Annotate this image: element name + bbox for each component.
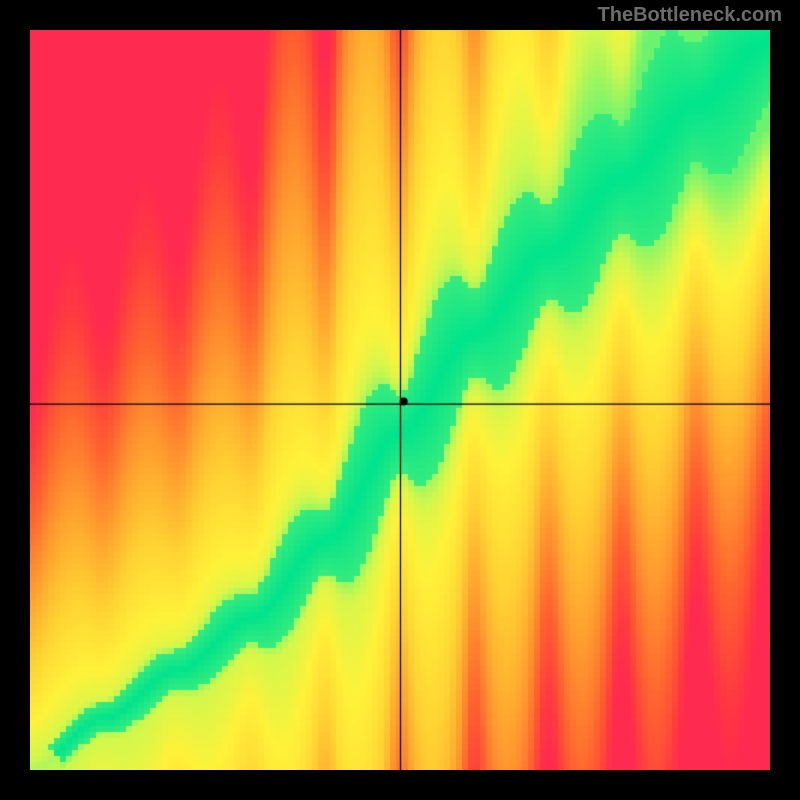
- heatmap-canvas: [30, 30, 770, 770]
- watermark-text: TheBottleneck.com: [598, 4, 782, 27]
- chart-container: TheBottleneck.com: [0, 0, 800, 800]
- heatmap-plot: [30, 30, 770, 770]
